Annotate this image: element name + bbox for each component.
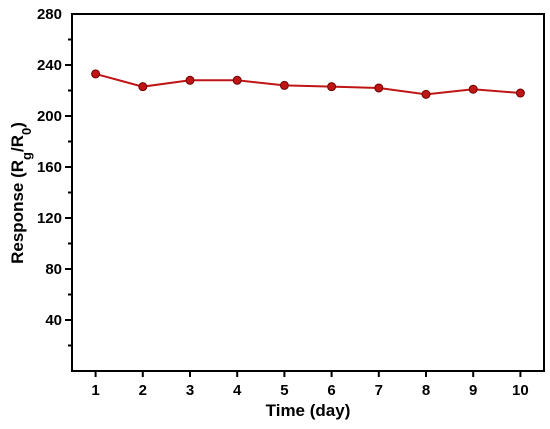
x-tick-label: 2 xyxy=(139,382,147,399)
y-tick-labels: 40 80 120 160 200 240 280 xyxy=(37,6,62,329)
data-point xyxy=(232,75,242,85)
data-point xyxy=(91,69,101,79)
x-tick-label: 7 xyxy=(375,382,383,399)
y-axis-title-suffix: ) xyxy=(8,122,27,128)
data-point xyxy=(515,88,525,98)
y-tick-marks xyxy=(65,38,72,347)
y-axis-title-sub-0: 0 xyxy=(19,128,34,135)
data-point xyxy=(374,83,384,93)
series-line xyxy=(95,72,521,96)
x-tick-label: 3 xyxy=(186,382,194,399)
data-point xyxy=(185,75,195,85)
x-tick-labels: 1 2 3 4 5 6 7 8 9 10 xyxy=(91,382,528,399)
y-tick-label: 40 xyxy=(45,312,62,329)
data-point xyxy=(327,82,337,92)
data-point xyxy=(279,80,289,90)
data-point xyxy=(421,89,431,99)
x-tick-label: 6 xyxy=(327,382,335,399)
y-axis-title-sub-g: g xyxy=(19,152,34,160)
x-tick-label: 4 xyxy=(233,382,242,399)
y-axis-title: Response (Rg/R0) xyxy=(8,122,34,264)
y-tick-label: 120 xyxy=(37,210,62,227)
x-tick-label: 9 xyxy=(469,382,477,399)
y-tick-label: 200 xyxy=(37,108,62,125)
y-axis-title-mid: /R xyxy=(8,135,27,152)
y-tick-label: 240 xyxy=(37,57,62,74)
x-tick-label: 1 xyxy=(91,382,99,399)
data-point xyxy=(138,82,148,92)
y-tick-label: 280 xyxy=(37,6,62,23)
plot-frame xyxy=(71,13,545,372)
y-tick-label: 80 xyxy=(45,261,62,278)
x-tick-label: 5 xyxy=(280,382,288,399)
series-group xyxy=(91,69,525,99)
x-tick-label: 8 xyxy=(422,382,430,399)
data-point xyxy=(468,84,478,94)
x-axis-title: Time (day) xyxy=(266,401,351,420)
y-tick-label: 160 xyxy=(37,159,62,176)
x-tick-label: 10 xyxy=(512,382,529,399)
y-axis-title-prefix: Response (R xyxy=(8,160,27,264)
